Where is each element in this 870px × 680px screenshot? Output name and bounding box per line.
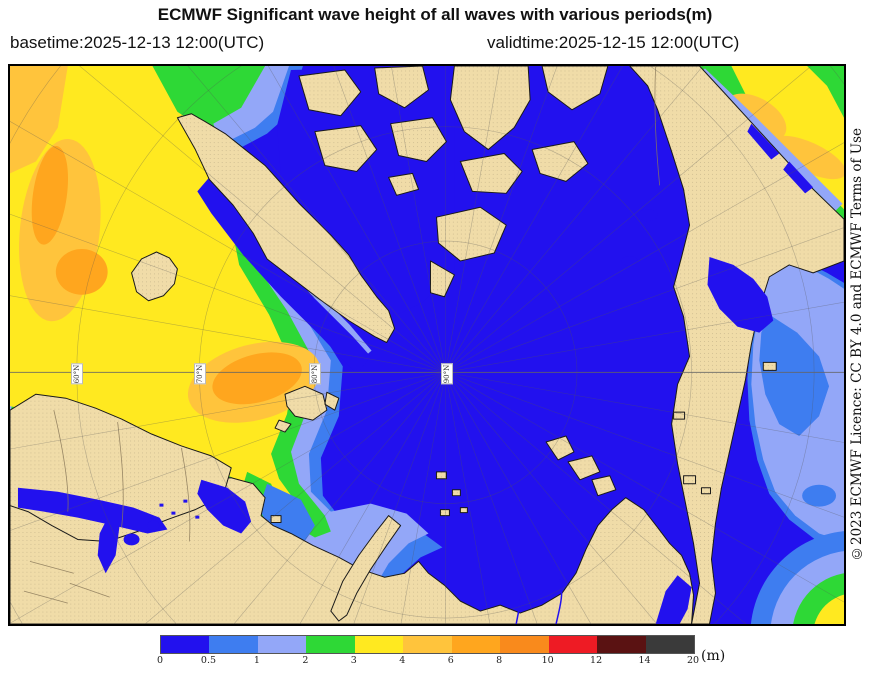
water-great-bear-lake xyxy=(637,209,658,222)
colorbar-tick: 3 xyxy=(350,655,357,666)
region-atlantic-waves-6-8m-a xyxy=(31,145,69,245)
colorbar-tick: 6 xyxy=(447,655,454,666)
colorbar-segment xyxy=(451,636,501,653)
colorbar-segment xyxy=(209,636,258,653)
colorbar-segment xyxy=(257,636,307,653)
landmass-franz-josef-land xyxy=(435,471,468,517)
colorbar-tick: 20 xyxy=(686,655,700,666)
region-atlantic-waves-6-8m-b xyxy=(55,249,108,295)
landmass-north-america-chukotka xyxy=(629,66,844,624)
colorbar-tick: 2 xyxy=(302,655,309,666)
wave-height-colorbar xyxy=(160,635,695,654)
map-canvas xyxy=(10,66,844,624)
colorbar-unit-label: (m) xyxy=(701,648,726,664)
water-finnish-lakes xyxy=(159,499,200,519)
colorbar-tick-labels: 0 0.5 1 2 3 4 6 8 10 12 14 20 xyxy=(156,655,700,667)
region-bering-strait-05-1m xyxy=(759,314,830,437)
colorbar-tick: 8 xyxy=(496,655,503,666)
latitude-label: 70°N xyxy=(194,363,206,385)
landmass-novaya-zemlya xyxy=(330,515,402,622)
water-great-slave-lake xyxy=(621,255,638,266)
colorbar-segment xyxy=(645,636,694,653)
landmass-severnaya-zemlya xyxy=(545,435,617,497)
water-white-sea xyxy=(197,479,252,534)
colorbar-segment xyxy=(161,636,210,653)
page-title: ECMWF Significant wave height of all wav… xyxy=(157,5,713,24)
colorbar-segment xyxy=(354,636,404,653)
region-bering-patch-05-1m xyxy=(802,484,837,507)
colorbar-tick: 1 xyxy=(253,655,260,666)
landmass-iceland xyxy=(131,251,178,302)
region-atlantic-waves-4-6m-corner xyxy=(10,66,68,174)
colorbar-tick: 0 xyxy=(156,655,164,666)
copyright-notice: ©2023 ECMWF Licence: CC BY 4.0 and ECMWF… xyxy=(849,127,865,562)
latitude-label: 80°N xyxy=(309,363,321,385)
validtime-label: validtime:2025-12-15 12:00(UTC) xyxy=(487,33,740,52)
landmass-svalbard xyxy=(274,385,340,433)
latitude-label: 60°N xyxy=(71,363,83,385)
water-norton-sound xyxy=(707,256,774,333)
colorbar-tick: 4 xyxy=(399,655,406,666)
colorbar-segment xyxy=(597,636,646,653)
water-laptev-inlet xyxy=(655,575,692,624)
colorbar-tick: 14 xyxy=(638,655,651,666)
colorbar-tick: 12 xyxy=(590,655,603,666)
landmass-canadian-arctic-archipelago xyxy=(298,66,609,298)
landmass-greenland xyxy=(176,113,396,344)
water-alaska-fjords xyxy=(747,123,814,194)
water-river-yenisei xyxy=(555,579,563,624)
region-pacific-corner-3-4m xyxy=(814,594,844,624)
colorbar-segment xyxy=(500,636,549,653)
country-borders xyxy=(23,66,661,604)
latitude-label: 90°N xyxy=(441,363,453,385)
colorbar-segment xyxy=(548,636,598,653)
water-lake-ladoga xyxy=(123,533,140,546)
colorbar-segment xyxy=(403,636,452,653)
region-gulf-alaska-waves-4-6m-b xyxy=(772,135,844,180)
water-baltic-sea xyxy=(17,487,168,574)
water-lake-onega xyxy=(147,520,160,531)
arctic-wave-map: 60°N 70°N 80°N 90°N xyxy=(8,64,846,626)
colorbar-segment xyxy=(306,636,355,653)
colorbar-tick: 0.5 xyxy=(200,655,217,666)
region-east-greenland-ice-tongue xyxy=(197,177,371,375)
basetime-label: basetime:2025-12-13 12:00(UTC) xyxy=(10,33,265,52)
landmass-small-islands xyxy=(270,361,777,524)
colorbar-tick: 10 xyxy=(541,655,554,666)
water-river-ob xyxy=(515,569,523,624)
region-norwegian-sea-waves-6-8m xyxy=(212,352,302,405)
